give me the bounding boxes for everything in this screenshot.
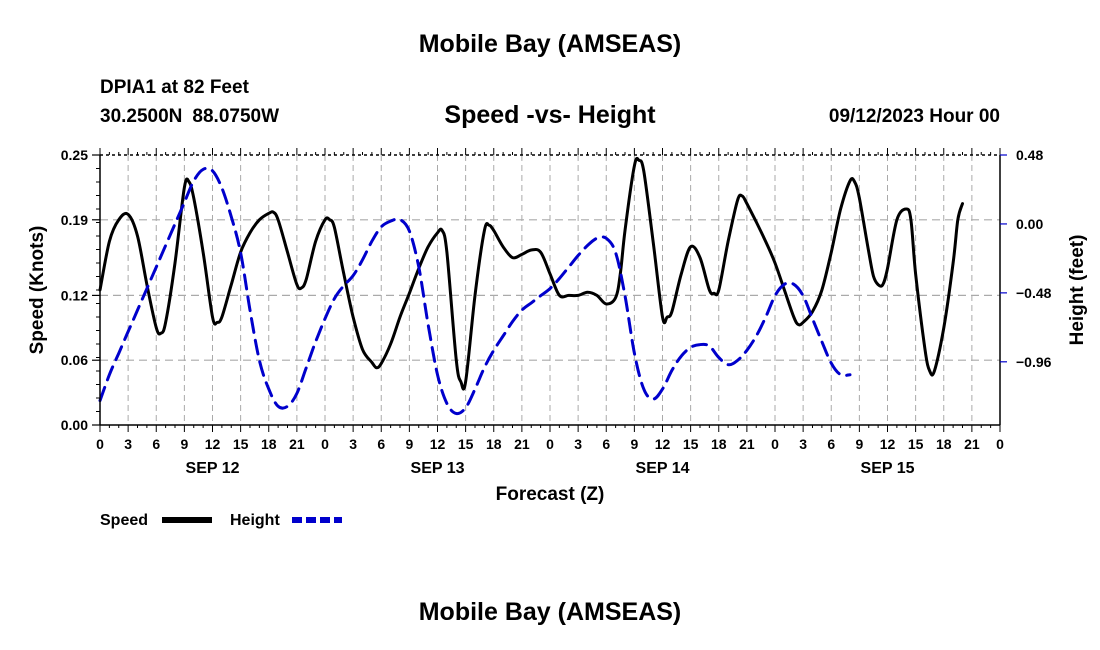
x-tick-label: 21 bbox=[739, 436, 755, 452]
x-tick-label: 0 bbox=[996, 436, 1004, 452]
y2-axis-title: Height (feet) bbox=[1067, 235, 1088, 346]
series-height-line bbox=[98, 166, 852, 416]
x-tick-label: 0 bbox=[321, 436, 329, 452]
y-tick-label: 0.19 bbox=[61, 212, 88, 228]
axes: 0 3 6 9 12 15 18 21 0 3 6 9 12 15 18 21 0 3 6 9 12 15 18 21 0 3 6 9… bbox=[27, 147, 1088, 505]
y-tick-label: 0.25 bbox=[61, 147, 88, 163]
coordinates: 30.2500N 88.0750W bbox=[100, 106, 289, 128]
y-tick-label: 0.06 bbox=[61, 352, 88, 368]
x-tick-label: 3 bbox=[124, 436, 132, 452]
x-tick-label: 21 bbox=[514, 436, 530, 452]
x-tick-label: 0 bbox=[771, 436, 779, 452]
legend-height-label: Height bbox=[230, 512, 280, 529]
legend: Speed Height bbox=[100, 512, 342, 529]
latitude: 30.2500N bbox=[100, 106, 183, 127]
longitude: 88.0750W bbox=[192, 106, 280, 127]
x-tick-label: 0 bbox=[546, 436, 554, 452]
x-tick-label: 12 bbox=[430, 436, 446, 452]
x-tick-label: 12 bbox=[205, 436, 221, 452]
series-lines bbox=[98, 156, 964, 416]
x-tick-label: 15 bbox=[458, 436, 474, 452]
y2-tick-label: −0.96 bbox=[1016, 354, 1052, 370]
x-tick-label: 9 bbox=[630, 436, 638, 452]
x-axis-title: Forecast (Z) bbox=[496, 484, 605, 505]
y2-tick-label: 0.48 bbox=[1016, 147, 1043, 163]
x-day-label: SEP 13 bbox=[411, 460, 465, 477]
x-tick-label: 12 bbox=[880, 436, 896, 452]
x-tick-label: 9 bbox=[180, 436, 188, 452]
x-tick-label: 21 bbox=[964, 436, 980, 452]
grid bbox=[100, 155, 1000, 425]
x-tick-label: 9 bbox=[855, 436, 863, 452]
x-tick-label: 9 bbox=[405, 436, 413, 452]
y2-tick-label: 0.00 bbox=[1016, 216, 1043, 232]
x-tick-label: 15 bbox=[683, 436, 699, 452]
series-speed-line bbox=[98, 156, 964, 391]
x-tick-label: 3 bbox=[349, 436, 357, 452]
x-tick-label: 6 bbox=[602, 436, 610, 452]
x-tick-label: 12 bbox=[655, 436, 671, 452]
x-day-label: SEP 12 bbox=[186, 460, 240, 477]
forecast-datetime: 09/12/2023 Hour 00 bbox=[828, 106, 1000, 127]
x-tick-label: 3 bbox=[799, 436, 807, 452]
x-tick-label: 6 bbox=[152, 436, 160, 452]
x-tick-label: 18 bbox=[486, 436, 502, 452]
y-tick-label: 0.00 bbox=[61, 417, 88, 433]
x-tick-label: 15 bbox=[908, 436, 924, 452]
station-label: DPIA1 at 82 Feet bbox=[100, 77, 249, 98]
chart-subtitle: Speed -vs- Height bbox=[444, 101, 656, 129]
x-day-label: SEP 14 bbox=[636, 460, 690, 477]
x-tick-label: 15 bbox=[233, 436, 249, 452]
footer-title: Mobile Bay (AMSEAS) bbox=[418, 598, 682, 626]
chart-title: Mobile Bay (AMSEAS) bbox=[418, 30, 682, 58]
x-tick-label: 3 bbox=[574, 436, 582, 452]
x-tick-label: 21 bbox=[289, 436, 305, 452]
x-tick-label: 6 bbox=[377, 436, 385, 452]
x-tick-label: 0 bbox=[96, 436, 104, 452]
x-tick-label: 18 bbox=[711, 436, 727, 452]
y2-tick-label: −0.48 bbox=[1016, 285, 1052, 301]
y-tick-label: 0.12 bbox=[61, 287, 88, 303]
x-tick-label: 18 bbox=[261, 436, 277, 452]
legend-speed-label: Speed bbox=[100, 512, 148, 529]
x-day-label: SEP 15 bbox=[861, 460, 915, 477]
x-tick-label: 6 bbox=[827, 436, 835, 452]
y-axis-title: Speed (Knots) bbox=[27, 226, 48, 355]
x-tick-label: 18 bbox=[936, 436, 952, 452]
